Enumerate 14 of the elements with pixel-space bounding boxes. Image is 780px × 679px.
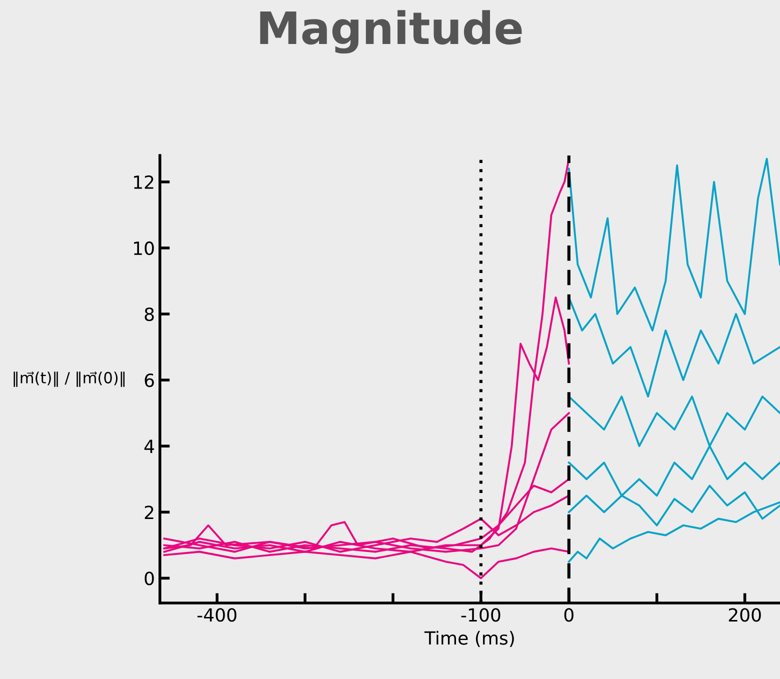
- chart-title: Magnitude: [260, 10, 522, 54]
- y-tick-label: 12: [134, 175, 154, 189]
- x-tick-label: 0: [564, 608, 574, 622]
- x-tick-label: 200: [728, 608, 761, 622]
- y-tick-label: 10: [134, 241, 154, 256]
- y-axis-title: ‖m⃗(t)‖ / ‖m⃗(0)‖: [14, 372, 125, 387]
- x-axis-title: Time (ms): [424, 630, 514, 647]
- y-tick-label: 4: [144, 440, 154, 453]
- x-tick-label: -100: [461, 608, 500, 622]
- x-tick-label: -400: [197, 608, 236, 622]
- y-tick-label: 6: [144, 374, 154, 388]
- y-tick-label: 2: [144, 506, 154, 519]
- y-tick-label: 0: [144, 572, 154, 586]
- y-tick-label: 8: [144, 307, 154, 322]
